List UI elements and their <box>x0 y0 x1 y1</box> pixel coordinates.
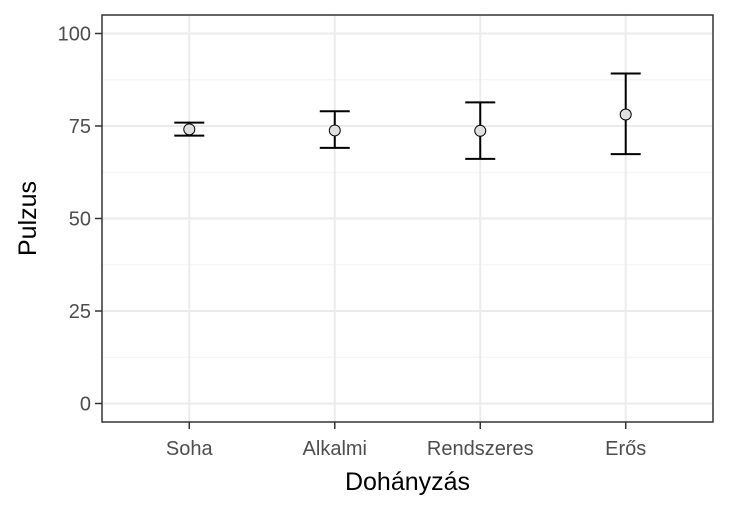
data-point <box>619 108 632 121</box>
error-bars <box>174 72 641 160</box>
data-point <box>183 123 196 136</box>
data-point <box>474 124 487 137</box>
x-tick-label: Erős <box>605 438 646 460</box>
x-tick-label: Rendszeres <box>427 438 534 460</box>
x-axis-title: Dohányzás <box>345 468 470 496</box>
y-tick-label: 75 <box>69 116 91 138</box>
x-tick-labels: Soha Alkalmi Rendszeres Erős <box>166 438 646 460</box>
grid-minor-lines <box>102 79 713 358</box>
y-tick-label: 50 <box>69 209 91 231</box>
grid-major-lines <box>102 15 713 422</box>
data-points <box>183 108 632 137</box>
x-tick-label: Soha <box>166 438 214 460</box>
y-tick-labels: 0 25 50 75 100 <box>58 24 91 416</box>
x-tick-label: Alkalmi <box>303 438 367 460</box>
y-tick-label: 25 <box>69 301 91 323</box>
y-axis-title: Pulzus <box>14 181 42 256</box>
axis-ticks <box>95 32 627 429</box>
data-point <box>328 124 341 137</box>
y-tick-label: 100 <box>58 24 91 46</box>
y-tick-label: 0 <box>80 394 91 416</box>
